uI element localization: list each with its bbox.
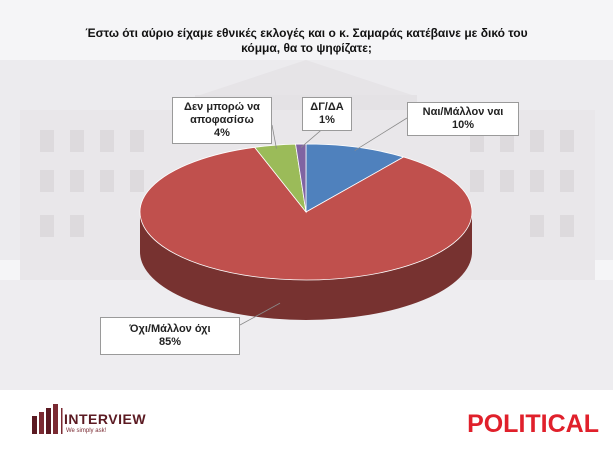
slice-yes <box>305 143 405 213</box>
label-na-value: 1% <box>319 114 335 126</box>
leader-line-yes <box>354 117 408 151</box>
label-yes: Ναι/Μάλλον ναι 10% <box>407 102 519 136</box>
label-undecided: Δεν μπορώ να αποφασίσω 4% <box>172 97 272 144</box>
label-undecided-line2: αποφασίσω <box>190 114 254 126</box>
leader-line-no <box>239 302 281 326</box>
interview-tagline: We simply ask! <box>66 428 107 434</box>
leader-line-undecided <box>271 124 277 149</box>
label-na-name: ΔΓ/ΔΑ <box>310 101 344 113</box>
chart-title: Έστω ότι αύριο είχαμε εθνικές εκλογές κα… <box>20 26 593 56</box>
label-yes-name: Ναι/Μάλλον ναι <box>422 106 504 118</box>
chart-title-line1: Έστω ότι αύριο είχαμε εθνικές εκλογές κα… <box>85 26 528 40</box>
label-no-value: 85% <box>158 336 182 348</box>
label-yes-value: 10% <box>451 119 475 131</box>
slice-no <box>139 146 473 281</box>
label-na: ΔΓ/ΔΑ 1% <box>302 97 352 131</box>
political-logo: POLITICAL <box>467 410 599 438</box>
slice-side-no <box>140 212 472 320</box>
chart-title-line2: κόμμα, θα το ψηφίζατε; <box>241 41 372 55</box>
interview-logo-icon <box>32 404 63 434</box>
label-no-name: Όχι/Μάλλον όχι <box>129 323 211 335</box>
slice-na <box>295 143 307 213</box>
interview-logo-text: INTERVIEW <box>64 411 147 427</box>
label-undecided-value: 4% <box>214 127 230 139</box>
label-undecided-line1: Δεν μπορώ να <box>184 101 260 113</box>
label-no: Όχι/Μάλλον όχι 85% <box>100 317 240 355</box>
